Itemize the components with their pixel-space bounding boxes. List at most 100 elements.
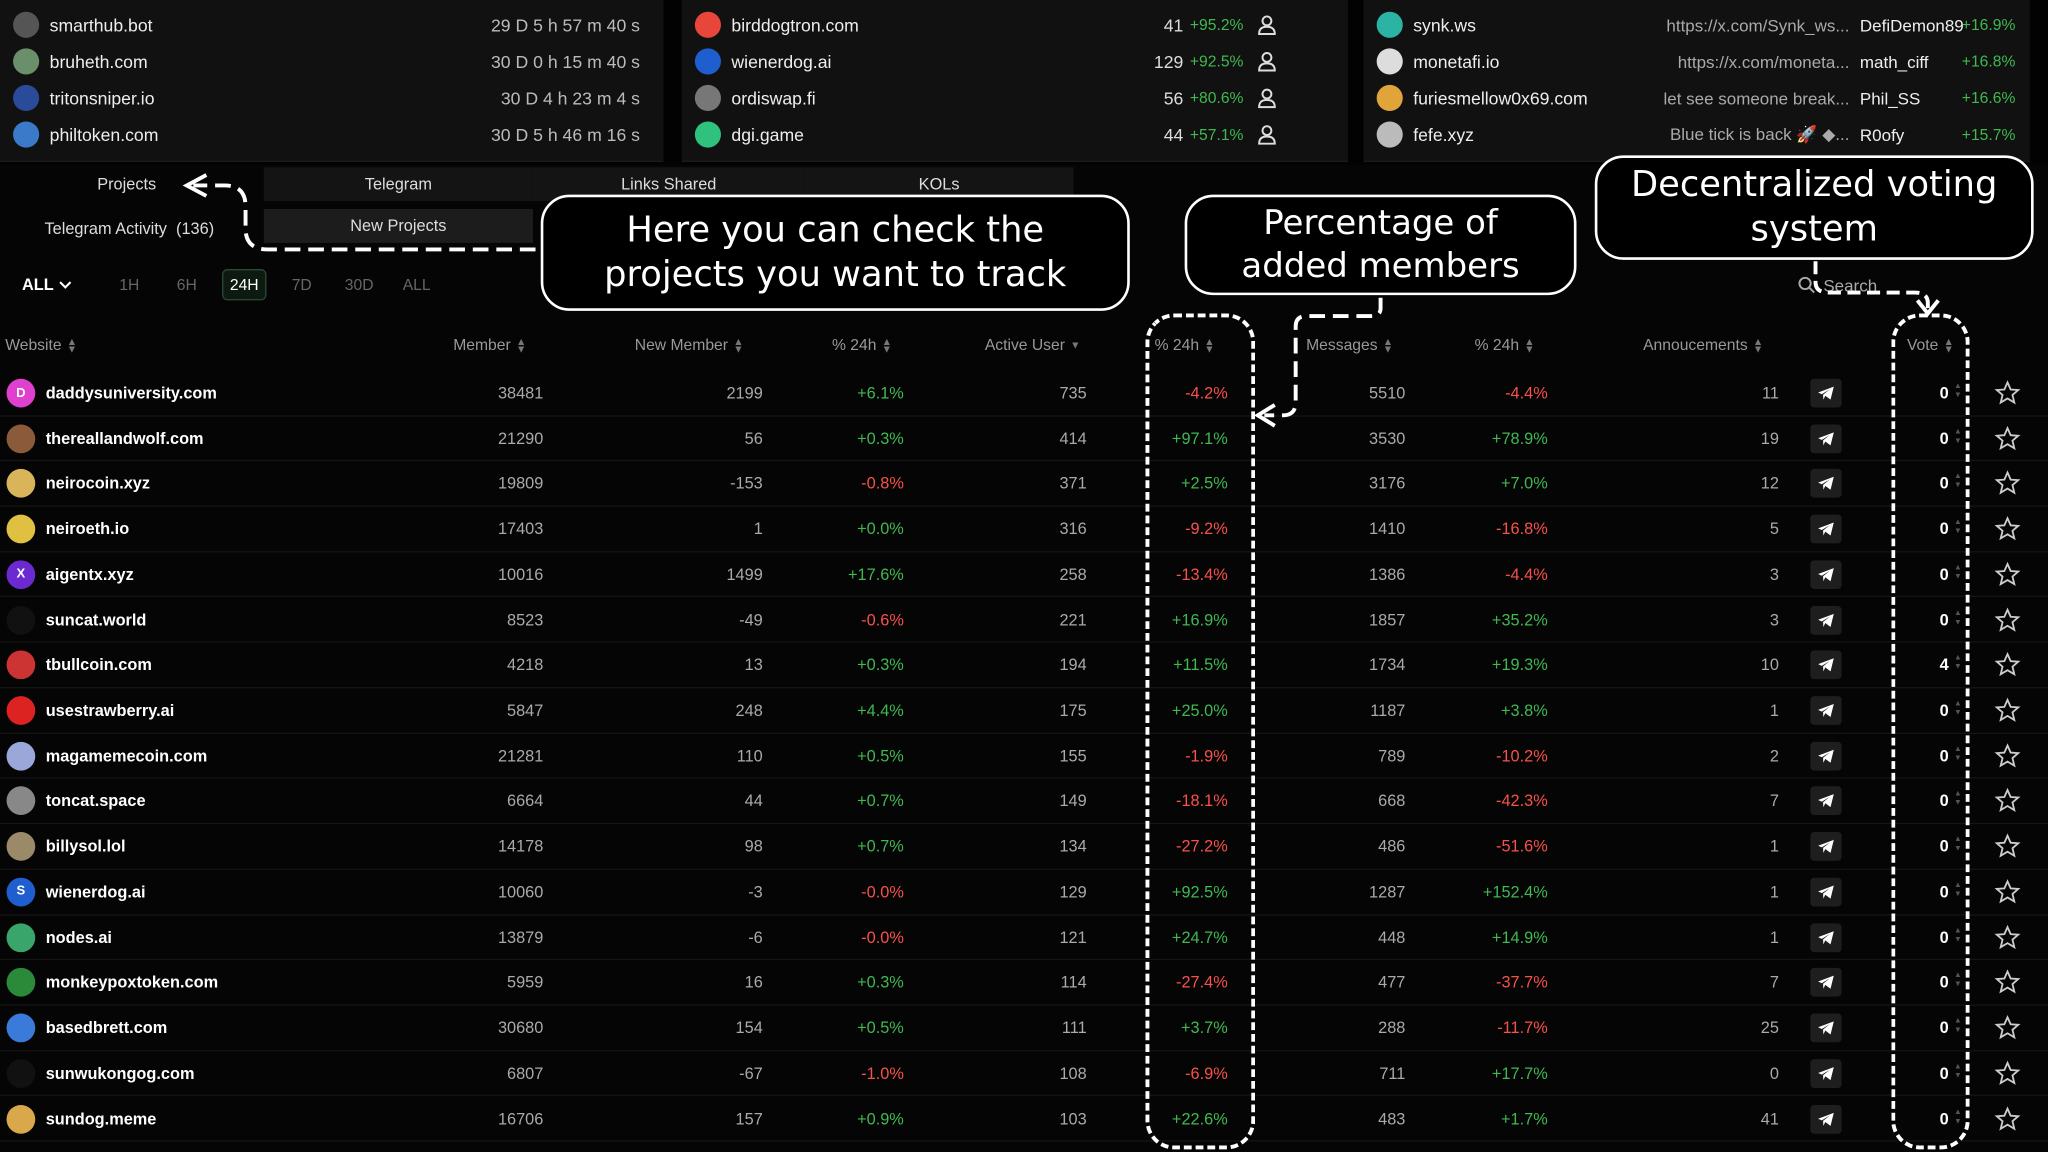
range-24h[interactable]: 24H bbox=[222, 269, 267, 301]
tab-new-projects[interactable]: New Projects bbox=[263, 208, 533, 243]
project-website[interactable]: wienerdog.ai bbox=[45, 882, 146, 902]
vote-arrows-icon[interactable]: ▲ ▼ bbox=[1953, 1017, 1962, 1035]
kol-handle[interactable]: math_ciff bbox=[1859, 51, 1929, 72]
vote-arrows-icon[interactable]: ▲ ▼ bbox=[1953, 700, 1962, 718]
star-icon[interactable] bbox=[1994, 1105, 2021, 1132]
telegram-icon[interactable] bbox=[1810, 696, 1842, 725]
kol-handle[interactable]: DefiDemon89 bbox=[1859, 15, 1964, 35]
table-row[interactable]: billysol.lol 14178 98 +0.7% 134 -27.2% 486 -51.… bbox=[0, 824, 2048, 870]
project-website[interactable]: neiroeth.io bbox=[45, 520, 130, 539]
project-website[interactable]: monkeypoxtoken.com bbox=[45, 973, 219, 992]
star-icon[interactable] bbox=[1994, 788, 2021, 814]
telegram-icon[interactable] bbox=[1810, 1104, 1842, 1134]
gainer-item[interactable]: dgi.game 44 +57.1% bbox=[682, 116, 1348, 153]
vote-arrows-icon[interactable]: ▲ ▼ bbox=[1953, 428, 1962, 446]
table-row[interactable]: toncat.space 6664 44 +0.7% 149 -18.1% 668 -42.3… bbox=[0, 779, 2048, 825]
project-website[interactable]: magamemecoin.com bbox=[45, 746, 208, 766]
telegram-icon[interactable] bbox=[1810, 605, 1842, 635]
telegram-icon[interactable] bbox=[1810, 786, 1842, 816]
project-website[interactable]: toncat.space bbox=[45, 792, 146, 811]
project-website[interactable]: tbullcoin.com bbox=[45, 656, 152, 675]
star-icon[interactable] bbox=[1994, 1060, 2021, 1086]
telegram-icon[interactable] bbox=[1810, 968, 1842, 998]
vote-arrows-icon[interactable]: ▲ ▼ bbox=[1953, 881, 1962, 899]
star-icon[interactable] bbox=[1994, 516, 2021, 542]
col-announcements[interactable]: Annoucements ▲ ▼ bbox=[1643, 336, 1763, 355]
kol-item[interactable]: fefe.xyz Blue tick is back 🚀 ◆... R0ofy +15… bbox=[1364, 116, 2030, 153]
telegram-icon[interactable] bbox=[1810, 1058, 1842, 1088]
vote-arrows-icon[interactable]: ▲ ▼ bbox=[1953, 745, 1962, 763]
col-member[interactable]: Member ▲ ▼ bbox=[453, 336, 526, 355]
vote-arrows-icon[interactable]: ▲ ▼ bbox=[1953, 972, 1962, 990]
telegram-icon[interactable] bbox=[1810, 514, 1842, 544]
telegram-icon[interactable] bbox=[1810, 424, 1842, 453]
star-icon[interactable] bbox=[1994, 742, 2021, 769]
table-row[interactable]: usestrawberry.ai 5847 248 +4.4% 175 +25.0% 118… bbox=[0, 688, 2048, 734]
project-website[interactable]: suncat.world bbox=[45, 610, 147, 630]
project-website[interactable]: basedbrett.com bbox=[45, 1018, 168, 1038]
telegram-icon[interactable] bbox=[1810, 877, 1842, 907]
col-website[interactable]: Website ▲ ▼ bbox=[5, 336, 77, 355]
star-icon[interactable] bbox=[1994, 1015, 2021, 1041]
gainer-item[interactable]: ordiswap.fi 56 +80.6% bbox=[682, 80, 1348, 117]
tab-telegram-activity[interactable]: Telegram Activity (136) bbox=[34, 214, 225, 243]
col-msg-pct-24h[interactable]: % 24h ▲ ▼ bbox=[1475, 336, 1535, 355]
table-row[interactable]: suncat.world 8523 -49 -0.6% 221 +16.9% 1857 +35… bbox=[0, 598, 2048, 643]
table-row[interactable]: sundog.meme 16706 157 +0.9% 103 +22.6% 483 +1.7… bbox=[0, 1097, 2048, 1142]
range-1h[interactable]: 1H bbox=[119, 275, 140, 294]
telegram-icon[interactable] bbox=[1810, 1013, 1842, 1043]
project-website[interactable]: nodes.ai bbox=[45, 928, 112, 947]
star-icon[interactable] bbox=[1994, 380, 2021, 406]
kol-post-link[interactable]: let see someone break... bbox=[1663, 88, 1850, 108]
telegram-icon[interactable] bbox=[1810, 378, 1842, 408]
kol-post-link[interactable]: https://x.com/moneta... bbox=[1677, 51, 1850, 72]
project-website[interactable]: daddysuniversity.com bbox=[45, 383, 217, 403]
col-pct-24h[interactable]: % 24h ▲ ▼ bbox=[832, 336, 892, 355]
star-icon[interactable] bbox=[1994, 561, 2021, 587]
star-icon[interactable] bbox=[1994, 969, 2021, 996]
gainer-item[interactable]: wienerdog.ai 129 +92.5% bbox=[682, 43, 1348, 80]
range-all[interactable]: ALL bbox=[402, 275, 431, 294]
kol-post-link[interactable]: Blue tick is back 🚀 ◆... bbox=[1669, 124, 1850, 144]
table-row[interactable]: tbullcoin.com 4218 13 +0.3% 194 +11.5% 1734 +19… bbox=[0, 643, 2048, 689]
project-website[interactable]: sunwukongog.com bbox=[45, 1064, 195, 1083]
vote-arrows-icon[interactable]: ▲ ▼ bbox=[1953, 654, 1962, 672]
project-website[interactable]: usestrawberry.ai bbox=[45, 701, 175, 720]
star-icon[interactable] bbox=[1994, 606, 2021, 633]
project-website[interactable]: neirocoin.xyz bbox=[45, 474, 151, 493]
kol-handle[interactable]: Phil_SS bbox=[1859, 88, 1921, 108]
star-icon[interactable] bbox=[1994, 833, 2021, 860]
table-row[interactable]: nodes.ai 13879 -6 -0.0% 121 +24.7% 448 +14.9% 1 0… bbox=[0, 915, 2048, 961]
kol-post-link[interactable]: https://x.com/Synk_ws... bbox=[1666, 15, 1850, 35]
table-row[interactable]: magamemecoin.com 21281 110 +0.5% 155 -1.9% 789… bbox=[0, 734, 2048, 779]
telegram-icon[interactable] bbox=[1810, 922, 1842, 952]
telegram-icon[interactable] bbox=[1810, 560, 1842, 589]
project-website[interactable]: billysol.lol bbox=[45, 837, 126, 856]
range-6h[interactable]: 6H bbox=[176, 275, 197, 294]
launch-item[interactable]: bruheth.com 30 D 0 h 15 m 40 s bbox=[0, 43, 664, 80]
kol-item[interactable]: synk.ws https://x.com/Synk_ws... DefiDemon… bbox=[1364, 7, 2030, 44]
range-7d[interactable]: 7D bbox=[291, 275, 312, 294]
gainer-item[interactable]: birddogtron.com 41 +95.2% bbox=[682, 7, 1348, 44]
col-active-user[interactable]: Active User ▼ bbox=[985, 336, 1081, 354]
star-icon[interactable] bbox=[1994, 470, 2021, 497]
star-icon[interactable] bbox=[1994, 697, 2021, 724]
category-dropdown[interactable]: ALL bbox=[10, 269, 83, 300]
vote-arrows-icon[interactable]: ▲ ▼ bbox=[1953, 518, 1962, 536]
tab-telegram[interactable]: Telegram bbox=[263, 167, 533, 202]
star-icon[interactable] bbox=[1994, 878, 2021, 905]
telegram-icon[interactable] bbox=[1810, 832, 1842, 861]
telegram-icon[interactable] bbox=[1810, 650, 1842, 680]
vote-arrows-icon[interactable]: ▲ ▼ bbox=[1953, 564, 1962, 582]
star-icon[interactable] bbox=[1994, 425, 2021, 451]
vote-arrows-icon[interactable]: ▲ ▼ bbox=[1953, 1062, 1962, 1080]
project-website[interactable]: aigentx.xyz bbox=[45, 565, 134, 584]
col-messages[interactable]: Messages ▲ ▼ bbox=[1306, 336, 1393, 355]
project-website[interactable]: thereallandwolf.com bbox=[45, 429, 204, 448]
launch-item[interactable]: tritonsniper.io 30 D 4 h 23 m 4 s bbox=[0, 80, 664, 117]
vote-arrows-icon[interactable]: ▲ ▼ bbox=[1953, 473, 1962, 491]
table-row[interactable]: basedbrett.com 30680 154 +0.5% 111 +3.7% 288 -1… bbox=[0, 1006, 2048, 1051]
star-icon[interactable] bbox=[1994, 924, 2021, 950]
